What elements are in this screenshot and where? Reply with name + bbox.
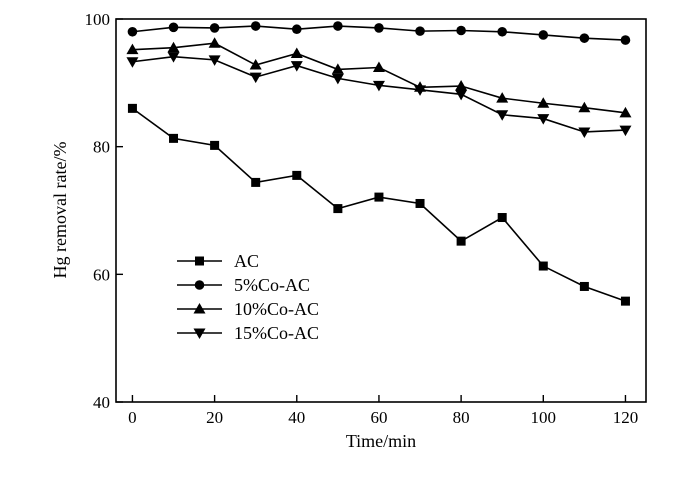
y-tick-label: 40 (93, 393, 110, 412)
data-point (415, 26, 425, 36)
data-point (538, 261, 548, 271)
x-tick-label: 100 (531, 408, 557, 427)
series-15pctco-ac (126, 52, 632, 138)
data-point (167, 52, 180, 63)
data-point (414, 85, 427, 96)
data-point (497, 26, 508, 37)
x-tick-label: 40 (288, 408, 305, 427)
series-10pctco-ac (126, 37, 632, 118)
y-axis-label: Hg removal rate/% (50, 142, 70, 279)
data-point (455, 80, 468, 91)
data-point (249, 72, 262, 84)
data-point (127, 103, 137, 113)
data-point (619, 106, 632, 118)
data-point (126, 43, 139, 55)
legend-label: 10%Co-AC (234, 299, 319, 319)
data-point (579, 281, 589, 291)
data-point (208, 55, 221, 66)
y-tick-label: 100 (85, 10, 111, 29)
data-point (290, 61, 303, 72)
data-point (372, 61, 385, 73)
data-point (251, 177, 261, 187)
x-tick-label: 0 (128, 408, 137, 427)
data-point (331, 63, 344, 74)
data-point (456, 236, 466, 246)
data-point (578, 101, 591, 113)
data-point (333, 21, 343, 31)
legend-item-5pctco-ac: 5%Co-AC (177, 275, 310, 295)
legend-item-10pctco-ac: 10%Co-AC (177, 299, 319, 319)
data-point (290, 47, 303, 58)
data-point (619, 125, 632, 137)
axis-ticks: 0 20 40 60 80 100 120 40 60 80 100 (85, 10, 639, 427)
y-tick-label: 60 (93, 265, 110, 284)
data-point (250, 21, 261, 31)
data-point (620, 296, 630, 306)
x-tick-label: 120 (613, 408, 639, 427)
data-point (579, 33, 590, 43)
data-point (127, 26, 138, 37)
legend-label: 15%Co-AC (234, 323, 319, 343)
series-ac (127, 103, 630, 306)
legend: AC 5%Co-AC 10%Co-AC 15%Co-AC (177, 251, 319, 343)
legend-label: AC (234, 251, 259, 271)
x-tick-label: 20 (206, 408, 223, 427)
series-line (131, 107, 626, 302)
data-point (372, 80, 385, 92)
data-point (455, 89, 468, 101)
series-5pctco-ac (127, 21, 631, 45)
plot-frame (115, 18, 647, 403)
data-point (537, 97, 550, 108)
x-tick-label: 80 (453, 408, 470, 427)
data-point (538, 30, 549, 40)
legend-item-15pctco-ac: 15%Co-AC (177, 323, 319, 343)
data-point (167, 41, 180, 53)
data-point (292, 170, 302, 180)
y-tick-label: 80 (93, 138, 110, 157)
data-point (578, 127, 591, 138)
series-layer (126, 21, 632, 306)
data-point (456, 25, 466, 36)
data-point (374, 192, 384, 202)
data-point (291, 24, 302, 35)
data-point (168, 22, 179, 33)
data-point (126, 57, 139, 68)
x-tick-label: 60 (370, 408, 387, 427)
legend-marker (195, 256, 204, 266)
data-point (537, 114, 550, 125)
data-point (208, 37, 221, 48)
x-axis-label: Time/min (346, 431, 416, 451)
data-point (331, 73, 344, 85)
series-line (132, 42, 626, 114)
data-point (620, 35, 631, 45)
data-point (496, 92, 509, 103)
legend-marker (193, 328, 206, 339)
data-point (249, 58, 262, 70)
data-point (169, 133, 179, 143)
data-point (497, 213, 507, 223)
data-point (374, 23, 384, 33)
data-point (210, 140, 220, 150)
legend-marker (193, 303, 206, 314)
legend-marker (194, 280, 205, 290)
data-point (333, 204, 343, 214)
data-point (496, 110, 509, 121)
data-point (415, 198, 425, 208)
data-point (209, 23, 220, 33)
legend-label: 5%Co-AC (234, 275, 310, 295)
legend-item-ac: AC (177, 251, 259, 271)
